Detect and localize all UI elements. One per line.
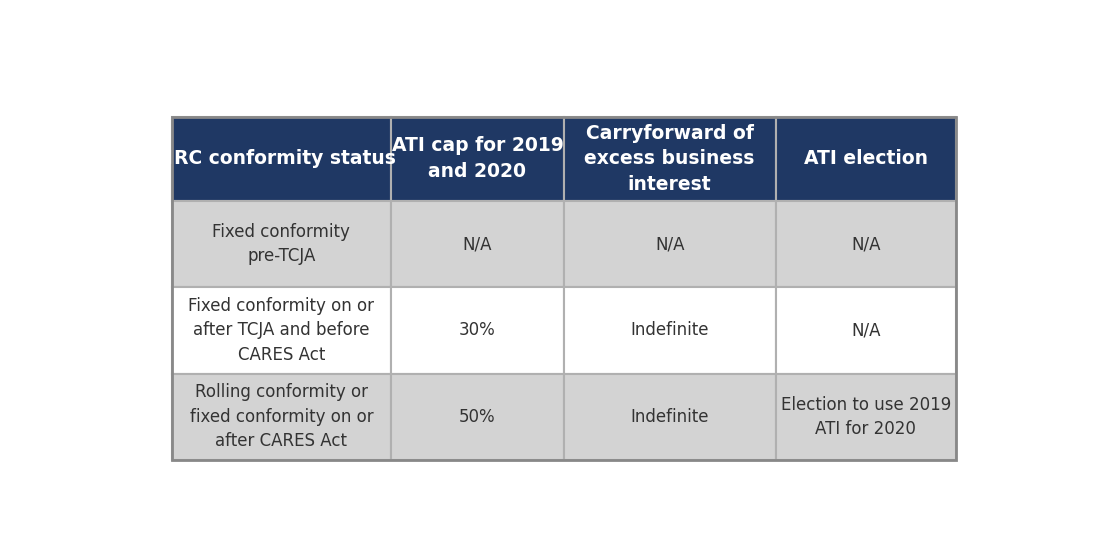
- Text: Fixed conformity on or
after TCJA and before
CARES Act: Fixed conformity on or after TCJA and be…: [188, 297, 374, 364]
- Bar: [776, 117, 956, 201]
- Bar: [172, 117, 392, 201]
- Text: 50%: 50%: [459, 408, 496, 426]
- Text: Indefinite: Indefinite: [630, 408, 708, 426]
- Bar: [392, 117, 563, 201]
- Bar: [776, 373, 956, 460]
- Text: Indefinite: Indefinite: [630, 321, 708, 339]
- Bar: [172, 117, 956, 460]
- Bar: [563, 117, 776, 201]
- Bar: [392, 201, 563, 287]
- Text: N/A: N/A: [463, 235, 492, 253]
- Bar: [563, 201, 776, 287]
- Bar: [563, 373, 776, 460]
- Bar: [776, 287, 956, 373]
- Bar: [172, 287, 392, 373]
- Text: Rolling conformity or
fixed conformity on or
after CARES Act: Rolling conformity or fixed conformity o…: [189, 383, 373, 450]
- Text: ATI election: ATI election: [804, 150, 927, 168]
- Text: 30%: 30%: [459, 321, 496, 339]
- Bar: [563, 287, 776, 373]
- Bar: [172, 201, 392, 287]
- Bar: [392, 373, 563, 460]
- Text: ATI cap for 2019
and 2020: ATI cap for 2019 and 2020: [392, 136, 563, 181]
- Text: N/A: N/A: [654, 235, 684, 253]
- Text: N/A: N/A: [851, 235, 880, 253]
- Text: Election to use 2019
ATI for 2020: Election to use 2019 ATI for 2020: [781, 395, 950, 438]
- Text: N/A: N/A: [851, 321, 880, 339]
- Text: IRC conformity status: IRC conformity status: [167, 150, 396, 168]
- Text: Fixed conformity
pre-TCJA: Fixed conformity pre-TCJA: [212, 223, 350, 265]
- Bar: [776, 201, 956, 287]
- Bar: [392, 287, 563, 373]
- Text: Carryforward of
excess business
interest: Carryforward of excess business interest: [584, 124, 755, 194]
- Bar: [172, 373, 392, 460]
